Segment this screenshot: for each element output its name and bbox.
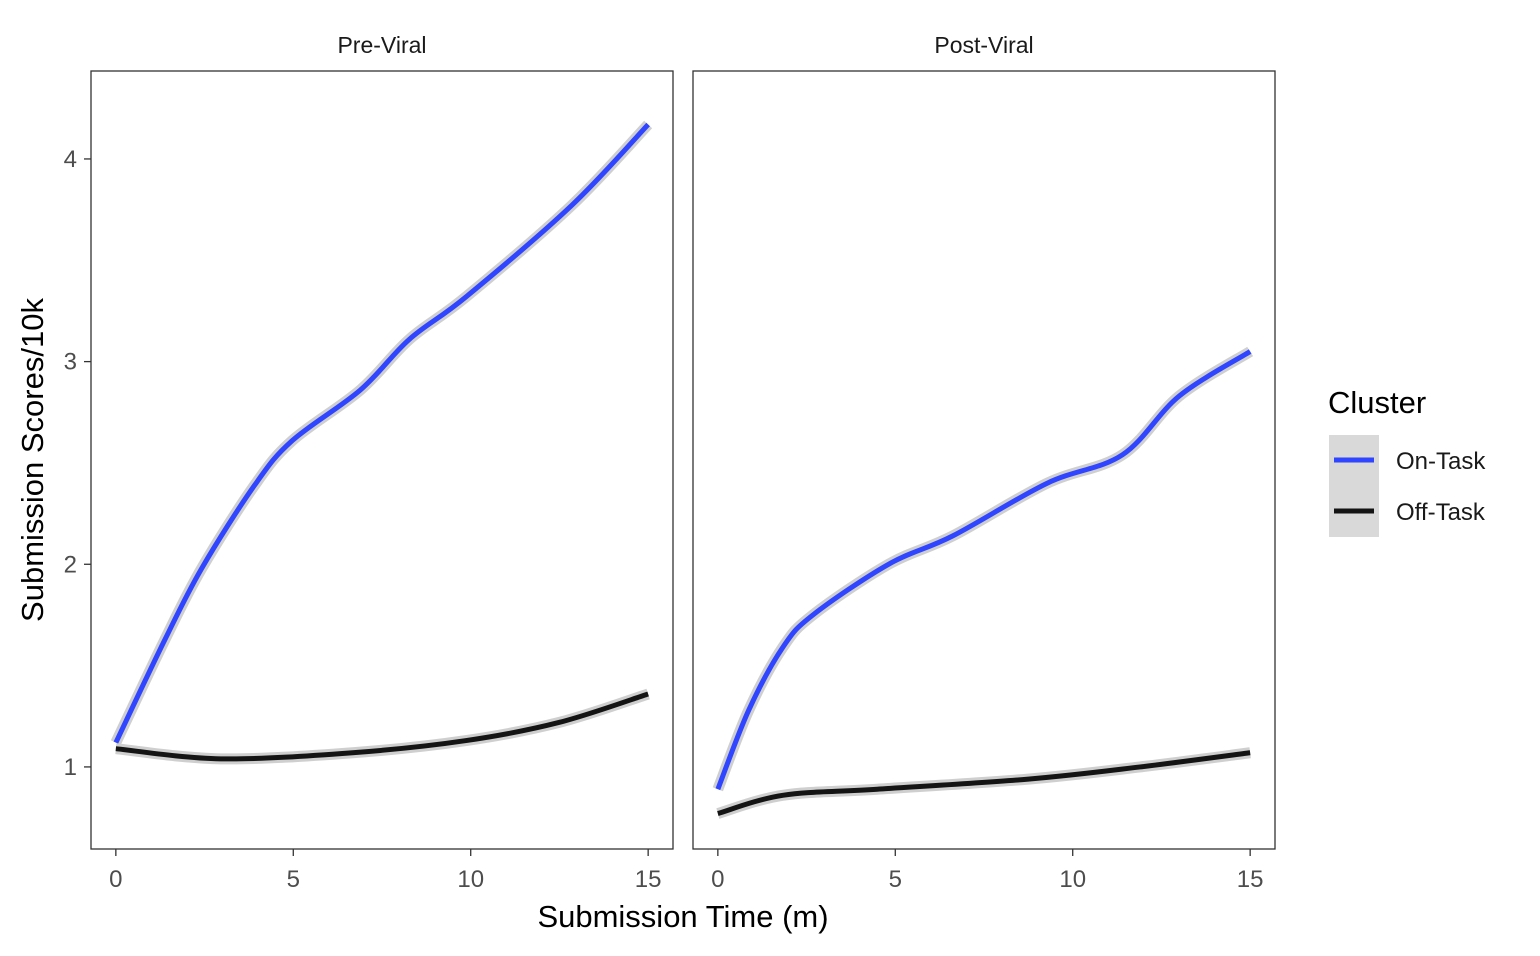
legend-label-on-task: On-Task [1396,448,1486,475]
x-tick-label: 15 [635,866,662,893]
panel-title-post-viral: Post-Viral [934,32,1033,58]
series-line-off-task [115,691,649,762]
panel-1-frame [692,70,1276,850]
x-tick-label: 0 [711,866,724,893]
y-axis-label: Submission Scores/10k [15,298,50,622]
x-tick-label: 10 [1059,866,1086,893]
x-axis-label: Submission Time (m) [537,899,828,934]
x-tick-label: 15 [1237,866,1264,893]
x-tick-label: 0 [109,866,122,893]
legend-label-off-task: Off-Task [1396,499,1486,526]
panel-title-pre-viral: Pre-Viral [337,32,426,58]
y-tick-label: 4 [64,146,77,173]
y-tick-label: 3 [64,349,77,376]
x-tick-label: 5 [889,866,902,893]
legend-title: Cluster [1328,385,1426,420]
series-line-on-task [715,349,1252,791]
x-tick-label: 10 [457,866,484,893]
series-line-off-task [717,750,1251,816]
x-tick-label: 5 [287,866,300,893]
series-line-on-task [113,122,650,744]
y-tick-label: 2 [64,551,77,578]
y-tick-label: 1 [64,754,77,781]
